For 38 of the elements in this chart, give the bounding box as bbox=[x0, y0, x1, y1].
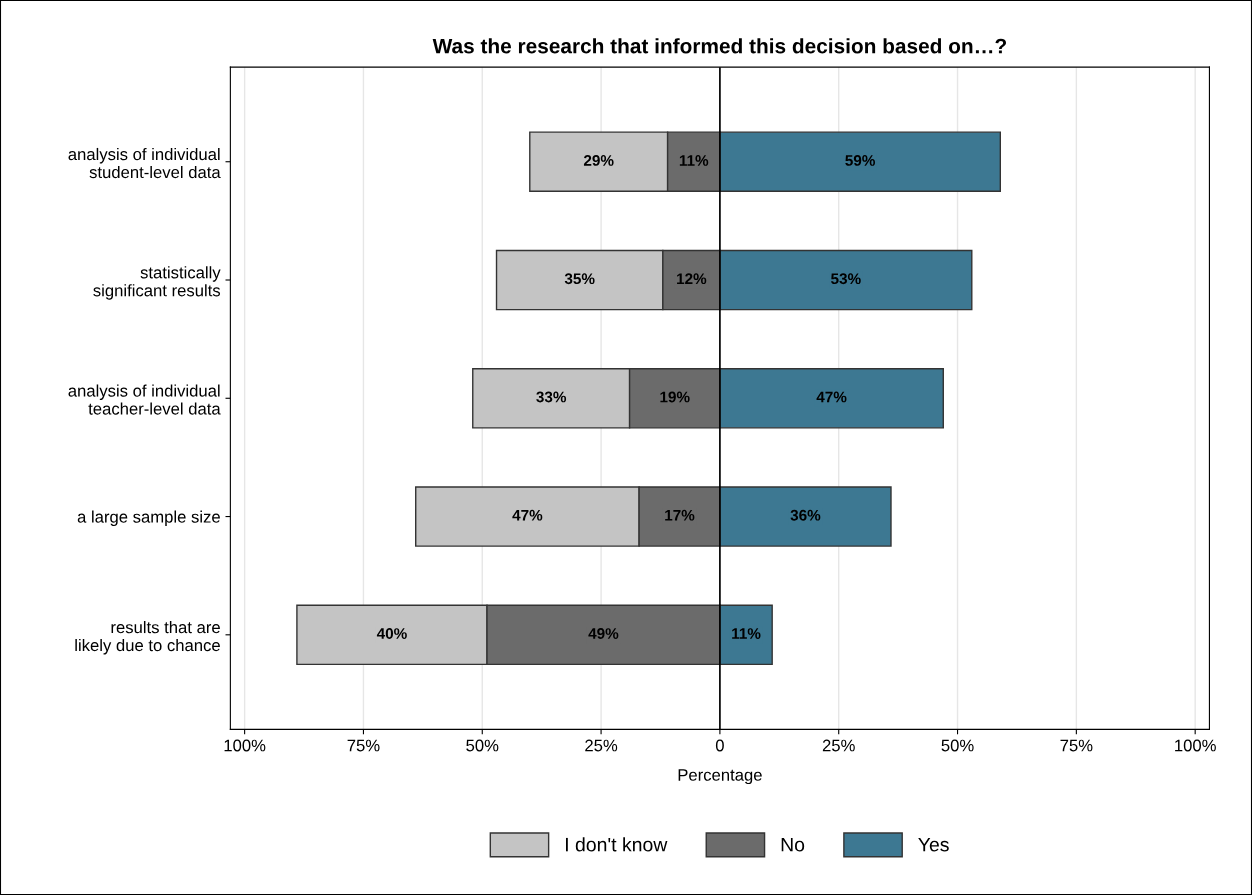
data-label: 33% bbox=[536, 391, 567, 403]
data-label: 36% bbox=[790, 509, 821, 521]
x-tick-label: 50% bbox=[941, 739, 974, 752]
data-label: 11% bbox=[679, 155, 709, 166]
data-label: 59% bbox=[845, 155, 875, 166]
data-label: 19% bbox=[660, 391, 690, 403]
data-label: 49% bbox=[588, 628, 619, 639]
x-tick-label: 75% bbox=[347, 739, 380, 752]
data-label: 35% bbox=[564, 273, 595, 285]
data-label: 47% bbox=[512, 509, 543, 521]
legend-label: I don't know bbox=[565, 837, 668, 852]
data-label: 17% bbox=[665, 509, 695, 521]
data-label: 12% bbox=[677, 273, 707, 285]
bar bbox=[719, 131, 1002, 193]
x-tick-label: 100% bbox=[224, 739, 266, 752]
x-tick-label: 25% bbox=[585, 739, 618, 752]
data-label: 29% bbox=[583, 155, 614, 166]
bar bbox=[719, 368, 944, 429]
y-tick-label: analysis of individual teacher-level data bbox=[68, 384, 221, 415]
legend-label: Yes bbox=[918, 837, 949, 852]
x-tick-label: 100% bbox=[1175, 739, 1216, 752]
data-label: 11% bbox=[732, 628, 761, 639]
x-axis-title: Percentage bbox=[678, 769, 762, 785]
x-tick-label: 0 bbox=[715, 739, 724, 752]
bar bbox=[719, 249, 973, 311]
data-label: 53% bbox=[831, 273, 861, 285]
x-tick-label: 25% bbox=[822, 739, 855, 752]
legend-label: No bbox=[781, 837, 805, 852]
y-tick-label: analysis of individual student-level data bbox=[68, 147, 221, 179]
y-tick-label: results that are likely due to chance bbox=[75, 621, 220, 655]
chart-title: Was the research that informed this decision based on…? bbox=[432, 38, 1007, 54]
bar bbox=[719, 486, 892, 547]
y-tick-label: a large sample size bbox=[77, 510, 220, 527]
y-tick-label: statistically significant results bbox=[93, 266, 221, 300]
x-tick-label: 75% bbox=[1060, 739, 1093, 752]
data-label: 47% bbox=[816, 391, 847, 403]
x-tick-label: 50% bbox=[466, 739, 499, 752]
data-label: 40% bbox=[376, 628, 407, 639]
